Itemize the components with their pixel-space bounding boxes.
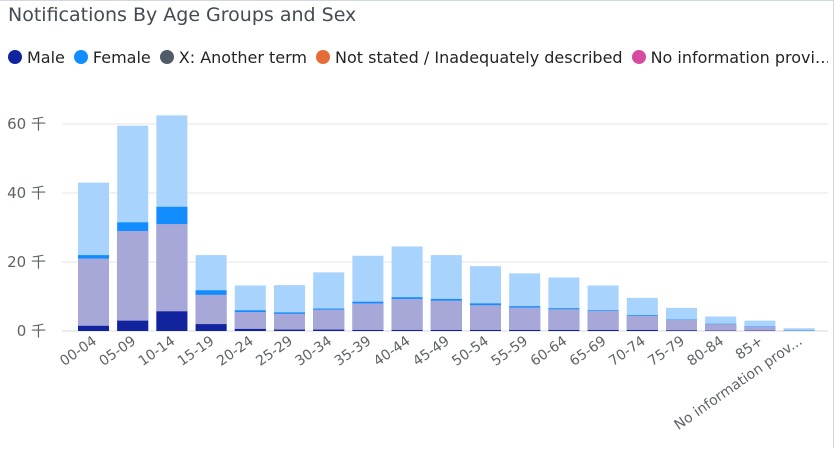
legend-item[interactable]: Not stated / Inadequately described (316, 48, 623, 67)
x-tick-label: 75-79 (645, 333, 688, 369)
x-tick-label: 70-74 (606, 333, 649, 369)
legend-label: X: Another term (178, 47, 307, 67)
x-tick-label: 25-29 (253, 333, 296, 369)
bar-male[interactable] (548, 329, 580, 331)
chart-legend: Male Female X: Another term Not stated / In… (8, 45, 828, 69)
bar-male[interactable] (626, 329, 658, 331)
bar-total[interactable] (783, 328, 815, 331)
x-tick-label: 15-19 (175, 333, 218, 369)
bar-male[interactable] (117, 320, 149, 331)
bar-overlay[interactable] (509, 307, 541, 331)
legend-marker-icon (316, 50, 330, 64)
legend-marker-icon (73, 50, 88, 64)
bar-overlay[interactable] (548, 309, 580, 331)
bar-male[interactable] (470, 329, 501, 331)
bar-male[interactable] (156, 311, 188, 331)
legend-label: Not stated / Inadequately described (335, 47, 623, 67)
bar-male[interactable] (274, 329, 305, 331)
bar-overlay[interactable] (744, 326, 776, 331)
bar-overlay[interactable] (391, 298, 423, 331)
y-tick-label: 40 千 (7, 184, 46, 202)
bar-male[interactable] (352, 329, 384, 331)
bar-total[interactable] (744, 320, 776, 331)
bar-male[interactable] (430, 329, 462, 331)
bar-overlay[interactable] (666, 319, 697, 331)
bar-overlay[interactable] (78, 258, 109, 331)
x-tick-label: 05-09 (96, 333, 139, 369)
legend-marker-icon (631, 50, 646, 64)
legend-label: Female (92, 47, 151, 67)
bar-overlay[interactable] (313, 309, 345, 331)
legend-marker-icon (159, 50, 174, 64)
bar-overlay[interactable] (352, 303, 384, 331)
bar-overlay[interactable] (470, 305, 501, 331)
x-tick-label: 50-54 (449, 333, 492, 369)
bar-overlay[interactable] (274, 313, 305, 331)
legend-marker-icon (8, 50, 22, 64)
x-tick-label: 65-69 (567, 333, 610, 369)
bar-overlay[interactable] (117, 230, 149, 331)
x-tick-label: 30-34 (292, 333, 335, 369)
bar-overlay[interactable] (626, 315, 658, 331)
legend-item[interactable]: Female (73, 47, 151, 67)
bar-male[interactable] (391, 329, 423, 331)
legend-item[interactable]: No information provi… (631, 47, 828, 67)
bar-overlay[interactable] (705, 324, 737, 331)
legend-item[interactable]: X: Another term (159, 47, 307, 67)
x-tick-label: 80-84 (684, 333, 727, 369)
bar-overlay[interactable] (430, 300, 462, 331)
x-tick-label: 45-49 (410, 333, 453, 369)
x-tick-label: 35-39 (332, 333, 375, 369)
x-tick-label: 60-64 (528, 333, 571, 369)
bar-male[interactable] (313, 329, 345, 331)
bar-male[interactable] (509, 329, 541, 331)
chart-title: Notifications By Age Groups and Sex (8, 4, 357, 26)
x-tick-label: 00-04 (57, 333, 100, 369)
x-tick-label: 10-14 (136, 333, 179, 369)
x-tick-label: 55-59 (488, 333, 531, 369)
legend-item[interactable]: Male (8, 48, 65, 67)
x-tick-label: 40-44 (371, 333, 414, 369)
bar-overlay[interactable] (587, 310, 619, 331)
bar-male[interactable] (587, 329, 619, 331)
y-tick-label: 60 千 (7, 115, 46, 133)
bar-male[interactable] (195, 324, 227, 331)
legend-label: No information provi… (650, 47, 828, 67)
legend-label: Male (27, 47, 65, 67)
bar-overlay[interactable] (234, 312, 266, 331)
bar-male[interactable] (78, 325, 109, 331)
bar-male[interactable] (666, 330, 697, 331)
y-tick-label: 20 千 (7, 253, 46, 271)
bar-male[interactable] (234, 328, 266, 331)
x-tick-label: 20-24 (214, 333, 257, 369)
y-tick-label: 0 千 (17, 322, 46, 340)
